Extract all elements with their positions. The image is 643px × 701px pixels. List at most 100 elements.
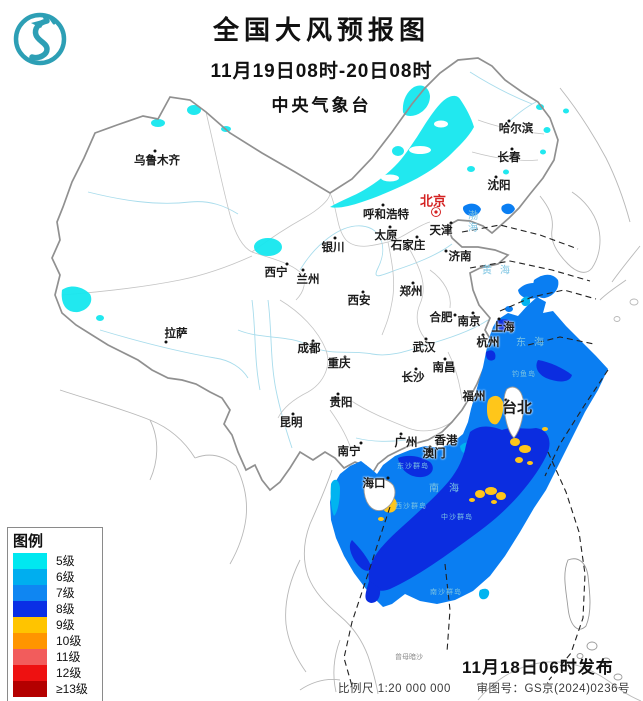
city-dot [311, 339, 315, 343]
legend-label: 7级 [56, 586, 75, 600]
sea-label: 西沙群岛 [395, 503, 427, 510]
legend-swatch [13, 553, 47, 569]
city-label: 南京 [457, 316, 481, 328]
city-dot [435, 441, 439, 445]
city-label: 石家庄 [390, 240, 426, 252]
city-label: 南宁 [337, 446, 361, 458]
dragon-logo-graphic [13, 12, 67, 66]
city-dot [471, 311, 475, 315]
legend-swatch [13, 569, 47, 585]
city-dot [415, 235, 419, 239]
city-dot [411, 281, 415, 285]
sea-label: 东海 [516, 337, 552, 349]
city-label: 南昌 [432, 362, 456, 374]
city-dot [414, 367, 418, 371]
city-dot [301, 268, 305, 272]
city-label: 上海 [491, 322, 515, 334]
sea-label: 中沙群岛 [441, 514, 473, 521]
city-dot [424, 337, 428, 341]
city-label: 澳门 [422, 448, 446, 460]
city-label: 乌鲁木齐 [134, 155, 180, 167]
legend-item: ≥13级 [13, 681, 99, 697]
legend-items: 5级 6级 7级 8级 9级 10级 11级 12级 ≥13级 [13, 553, 99, 697]
city-dot [291, 412, 295, 416]
city-label: 呼和浩特 [363, 209, 409, 221]
city-label: 太原 [374, 230, 398, 242]
city-label: 西宁 [264, 267, 288, 279]
publish-time: 11月18日06时发布 [462, 658, 614, 677]
legend-swatch [13, 681, 47, 697]
legend-item: 5级 [13, 553, 99, 569]
city-label: 哈尔滨 [498, 123, 534, 135]
wind-area-level8 [349, 319, 572, 603]
sea-label: 渤海 [465, 210, 477, 234]
maritime-dashed-lines [343, 224, 609, 687]
legend-label: ≥13级 [56, 682, 88, 696]
city-dot [428, 445, 432, 449]
city-dot [285, 262, 289, 266]
legend-label: 6级 [56, 570, 75, 584]
city-label: 香港 [434, 435, 458, 447]
city-dot [386, 476, 390, 480]
legend-label: 9级 [56, 618, 75, 632]
hainan-island [363, 478, 396, 511]
city-dot [153, 149, 157, 153]
sea-label: 东沙群岛 [397, 463, 429, 470]
wind-level-legend: 图例 5级 6级 7级 8级 9级 10级 11级 12级 ≥13级 [7, 527, 103, 701]
legend-item: 9级 [13, 617, 99, 633]
legend-item: 7级 [13, 585, 99, 601]
china-national-boundary [51, 57, 559, 492]
city-label: 西安 [347, 295, 371, 307]
capital-marker [431, 207, 441, 217]
legend-label: 5级 [56, 554, 75, 568]
cma-dragon-logo [8, 6, 72, 70]
city-label: 海口 [362, 478, 386, 490]
approval-number: 审图号：GS京(2024)0236号 [476, 683, 630, 695]
city-label: 广州 [394, 437, 418, 449]
islands-layer [363, 386, 623, 681]
city-dot [453, 313, 457, 317]
city-dot [449, 221, 453, 225]
legend-swatch [13, 633, 47, 649]
city-dot [359, 441, 363, 445]
city-dot [507, 119, 511, 123]
city-label: 郑州 [399, 286, 423, 298]
city-label: 北京 [419, 193, 447, 209]
city-dot [504, 398, 508, 402]
city-dot [388, 225, 392, 229]
legend-label: 8级 [56, 602, 75, 616]
sea-label: 钓鱼岛 [512, 371, 536, 378]
legend-title: 图例 [13, 533, 44, 550]
city-dot [444, 249, 448, 253]
city-label: 台北 [501, 399, 533, 417]
city-label: 天津 [429, 225, 453, 237]
province-boundaries-layer [61, 111, 545, 453]
legend-swatch [13, 585, 47, 601]
legend-item: 8级 [13, 601, 99, 617]
city-dot [481, 333, 485, 337]
legend-label: 11级 [56, 650, 81, 664]
city-dot [497, 317, 501, 321]
city-dot [164, 340, 168, 344]
legend-swatch [13, 617, 47, 633]
rivers-layer [87, 71, 537, 449]
city-label: 沈阳 [487, 180, 511, 192]
wind-area-level6 [330, 296, 531, 600]
taiwan-island [503, 386, 524, 439]
foreign-coastlines-layer [59, 87, 642, 701]
city-dot [336, 392, 340, 396]
sea-label: 曾母暗沙 [395, 654, 423, 661]
wind-area-level5-gaps [381, 120, 448, 182]
legend-item: 6级 [13, 569, 99, 585]
legend-item: 12级 [13, 665, 99, 681]
legend-item: 11级 [13, 649, 99, 665]
legend-swatch [13, 649, 47, 665]
sea-label: 南海 [429, 483, 469, 495]
city-dot [381, 203, 385, 207]
legend-item: 10级 [13, 633, 99, 649]
legend-swatch [13, 601, 47, 617]
map-meta: 比例尺 1:20 000 000 审图号：GS京(2024)0236号 [338, 680, 630, 696]
